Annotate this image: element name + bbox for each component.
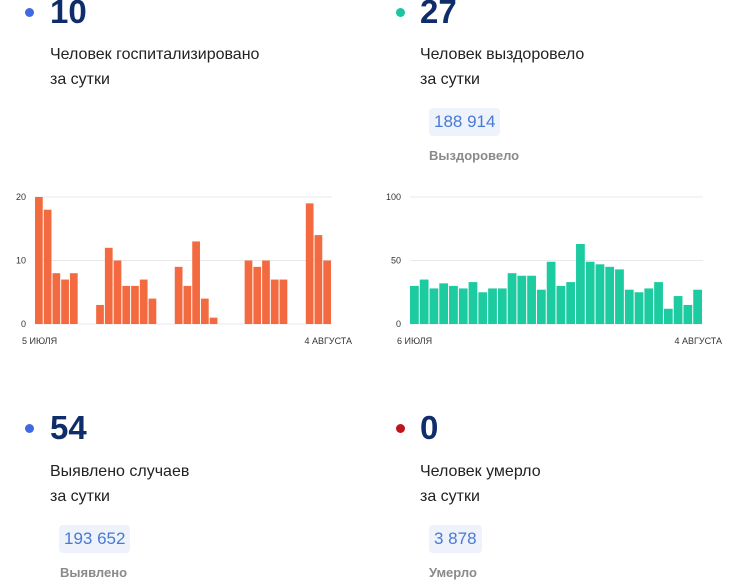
cases-total-badge: 193 652: [59, 525, 131, 553]
bar: [35, 197, 43, 324]
bar: [244, 260, 253, 324]
bar: [497, 288, 507, 324]
x-start-label: 6 ИЮЛЯ: [397, 336, 432, 346]
bar: [96, 304, 104, 324]
recovered-value: 27: [420, 0, 457, 30]
y-tick-label: 0: [21, 319, 26, 329]
recovered-label: Человек выздоровело за сутки: [420, 42, 584, 92]
x-end-label: 4 АВГУСТА: [674, 336, 722, 346]
bar: [507, 273, 517, 324]
deaths-label-line2: за сутки: [420, 488, 480, 505]
cases-label: Выявлено случаев за сутки: [50, 459, 189, 509]
y-tick-label: 0: [396, 319, 401, 329]
bar: [478, 292, 488, 324]
bar: [200, 298, 209, 324]
bar: [253, 266, 262, 324]
deaths-label: Человек умерло за сутки: [420, 459, 541, 509]
bar: [605, 266, 615, 324]
bar: [693, 289, 702, 324]
cases-label-line1: Выявлено случаев: [50, 463, 190, 480]
bar: [131, 285, 139, 324]
hospitalized-dot-icon: [25, 8, 34, 17]
bar: [546, 261, 556, 324]
bar: [323, 260, 331, 324]
bar: [43, 209, 52, 324]
bar: [419, 279, 429, 324]
bar: [314, 235, 323, 324]
bar: [517, 275, 527, 324]
recovered-label-line1: Человек выздоровело: [420, 46, 585, 63]
bar: [270, 279, 279, 324]
deaths-label-line1: Человек умерло: [420, 463, 541, 480]
bar: [113, 260, 122, 324]
y-tick-label: 100: [386, 192, 401, 202]
recovered-bar-chart: 100 50 0 6 ИЮЛЯ 4 АВГУСТА: [386, 192, 722, 346]
bar: [139, 279, 148, 324]
bar: [654, 282, 663, 324]
bar: [148, 298, 157, 324]
bar: [174, 266, 183, 324]
bar: [585, 261, 595, 324]
bar: [104, 247, 113, 324]
cases-caption: Выявлено: [60, 565, 128, 580]
bar: [566, 282, 576, 324]
recovered-label-line2: за сутки: [420, 71, 480, 88]
recovered-caption: Выздоровело: [429, 148, 520, 163]
recovered-dot-icon: [396, 8, 405, 17]
bar: [576, 243, 585, 324]
bar: [209, 317, 218, 324]
bar: [439, 283, 449, 324]
x-end-label: 4 АВГУСТА: [304, 336, 352, 346]
bar: [279, 279, 288, 324]
y-tick-label: 10: [16, 256, 26, 266]
cases-label-line2: за сутки: [50, 488, 110, 505]
bar: [458, 288, 468, 324]
hospitalized-label: Человек госпитализировано за сутки: [50, 42, 259, 92]
bar: [663, 308, 673, 324]
bar: [683, 304, 693, 324]
bar: [644, 288, 654, 324]
cases-dot-icon: [25, 424, 34, 433]
hospitalized-bar-chart: 20 10 0 5 ИЮЛЯ 4 АВГУСТА: [16, 192, 352, 346]
bar: [468, 282, 478, 324]
bar: [536, 289, 546, 324]
bar: [262, 260, 270, 324]
deaths-total-badge: 3 878: [429, 525, 482, 553]
bar: [52, 273, 61, 324]
bar: [634, 292, 644, 324]
bar: [69, 273, 78, 324]
deaths-dot-icon: [396, 424, 405, 433]
bar: [183, 285, 192, 324]
bar: [556, 285, 566, 324]
hospitalized-value: 10: [50, 0, 87, 30]
hospitalized-label-line2: за сутки: [50, 71, 110, 88]
recovered-total-badge: 188 914: [429, 108, 501, 136]
bar: [527, 275, 536, 324]
bar: [595, 264, 605, 324]
bar: [615, 269, 624, 324]
y-tick-label: 50: [391, 256, 401, 266]
bar: [429, 288, 439, 324]
bar: [61, 279, 69, 324]
bar: [673, 296, 683, 324]
bar: [410, 285, 419, 324]
bar: [488, 288, 497, 324]
bar: [122, 285, 131, 324]
bar: [624, 289, 634, 324]
deaths-caption: Умерло: [429, 565, 477, 580]
bar: [449, 285, 458, 324]
y-tick-label: 20: [16, 192, 26, 202]
x-start-label: 5 ИЮЛЯ: [22, 336, 57, 346]
bar: [192, 241, 200, 324]
bar: [305, 203, 314, 324]
cases-value: 54: [50, 409, 87, 446]
deaths-value: 0: [420, 409, 439, 446]
hospitalized-label-line1: Человек госпитализировано: [50, 46, 260, 63]
